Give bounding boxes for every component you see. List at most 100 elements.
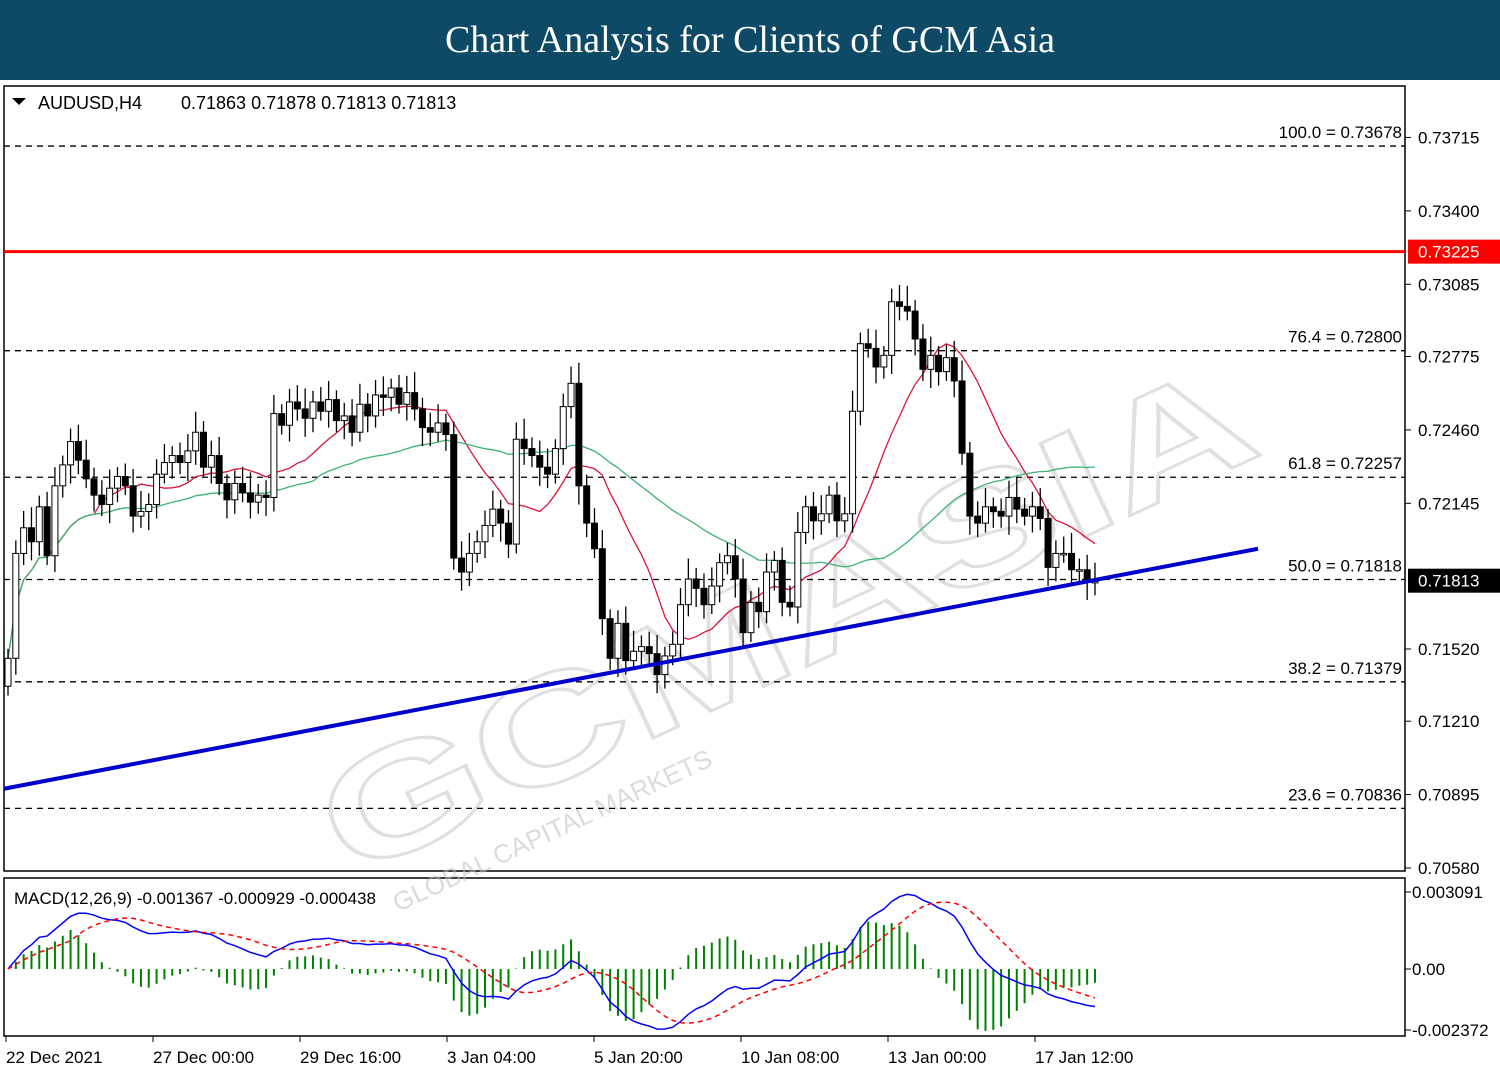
- candle-body: [1068, 552, 1076, 571]
- candle-body: [802, 506, 810, 533]
- x-tick-label: 27 Dec 00:00: [153, 1048, 254, 1067]
- candle-body: [106, 487, 114, 505]
- candle-body: [567, 382, 575, 408]
- candle-body: [293, 401, 301, 410]
- candle-body: [864, 343, 872, 349]
- candle-body: [895, 301, 903, 307]
- candle-body: [35, 506, 43, 543]
- price-chart[interactable]: GCMASIA GLOBAL CAPITAL MARKETS 100.0 = 0…: [0, 80, 1500, 1071]
- collapse-arrow-icon[interactable]: [12, 98, 26, 105]
- candle-body: [113, 476, 121, 489]
- candle-body: [598, 548, 606, 620]
- resistance-price-tag: [1408, 239, 1500, 264]
- candle-body: [153, 473, 161, 505]
- candle-body: [473, 541, 481, 554]
- fib-label: 76.4 = 0.72800: [1288, 328, 1402, 347]
- candle-body: [98, 494, 106, 505]
- title-banner: Chart Analysis for Clients of GCM Asia: [0, 0, 1500, 80]
- candle-body: [958, 380, 966, 454]
- x-tick-label: 10 Jan 08:00: [741, 1048, 839, 1067]
- y-tick-label: 0.72145: [1418, 494, 1479, 513]
- candle-body: [747, 601, 755, 634]
- fib-label: 50.0 = 0.71818: [1288, 557, 1402, 576]
- candle-body: [528, 448, 536, 457]
- candle-body: [966, 452, 974, 517]
- candle-body: [630, 650, 638, 662]
- candle-body: [426, 427, 434, 433]
- candle-body: [888, 301, 896, 356]
- candle-body: [497, 508, 505, 524]
- candle-body: [207, 455, 215, 468]
- candle-body: [942, 357, 950, 373]
- candle-body: [661, 655, 669, 676]
- candle-body: [372, 394, 380, 417]
- candle-body: [1075, 569, 1083, 572]
- y-tick-label: 0.72775: [1418, 348, 1479, 367]
- macd-y-tick-label: -0.002372: [1412, 1021, 1489, 1040]
- candle-body: [325, 399, 333, 412]
- candle-body: [74, 441, 82, 461]
- candle-body: [856, 343, 864, 412]
- candle-body: [434, 422, 442, 433]
- candle-body: [82, 459, 90, 480]
- candle-body: [59, 464, 67, 487]
- candle-body: [700, 587, 708, 606]
- candle-body: [504, 522, 512, 545]
- x-tick-label: 17 Jan 12:00: [1035, 1048, 1133, 1067]
- candle-body: [262, 494, 270, 498]
- candle-body: [12, 552, 20, 659]
- candle-body: [544, 466, 552, 475]
- candle-body: [755, 601, 763, 613]
- candle-body: [575, 382, 583, 487]
- candle-body: [1052, 552, 1060, 568]
- candle-body: [919, 338, 927, 370]
- candle-body: [606, 618, 614, 659]
- candle-body: [160, 462, 168, 475]
- candle-body: [512, 438, 520, 545]
- ohlc-header: 0.71863 0.71878 0.71813 0.71813: [181, 93, 456, 113]
- current-price-label: 0.71813: [1418, 572, 1479, 591]
- candle-body: [622, 622, 630, 662]
- candle-body: [246, 492, 254, 503]
- fib-label: 61.8 = 0.72257: [1288, 454, 1402, 473]
- candle-body: [809, 506, 817, 522]
- candle-body: [637, 646, 645, 652]
- fib-label: 100.0 = 0.73678: [1279, 123, 1402, 142]
- y-tick-label: 0.70580: [1418, 859, 1479, 878]
- main-panel: [3, 85, 1406, 872]
- x-tick-label: 3 Jan 04:00: [447, 1048, 536, 1067]
- candle-body: [684, 578, 692, 606]
- candle-body: [739, 578, 747, 634]
- candle-body: [536, 455, 544, 468]
- macd-y-tick-label: 0.003091: [1412, 883, 1483, 902]
- candle-body: [90, 478, 98, 496]
- candle-body: [129, 485, 137, 517]
- candle-body: [872, 347, 880, 368]
- candle-body: [825, 494, 833, 515]
- candle-body: [137, 510, 145, 517]
- candle-body: [669, 643, 677, 657]
- candle-body: [121, 476, 129, 487]
- candle-body: [677, 604, 685, 645]
- candle-body: [332, 399, 340, 422]
- x-tick-label: 29 Dec 16:00: [300, 1048, 401, 1067]
- candle-body: [692, 578, 700, 589]
- candle-body: [364, 403, 372, 417]
- candle-body: [591, 522, 598, 550]
- candle-body: [192, 431, 200, 452]
- candle-body: [215, 455, 223, 485]
- candle-body: [583, 485, 591, 524]
- candle-body: [27, 527, 35, 543]
- y-tick-label: 0.73400: [1418, 202, 1479, 221]
- candle-body: [903, 305, 911, 312]
- current-price-tag: [1408, 568, 1500, 593]
- candle-body: [395, 387, 403, 405]
- macd-line: [7, 893, 1096, 1030]
- candle-body: [716, 562, 724, 587]
- candle-body: [481, 524, 489, 543]
- candle-body: [176, 455, 184, 464]
- candle-body: [551, 448, 559, 475]
- candle-body: [411, 392, 419, 410]
- candle-body: [731, 555, 739, 580]
- candle-body: [817, 513, 825, 522]
